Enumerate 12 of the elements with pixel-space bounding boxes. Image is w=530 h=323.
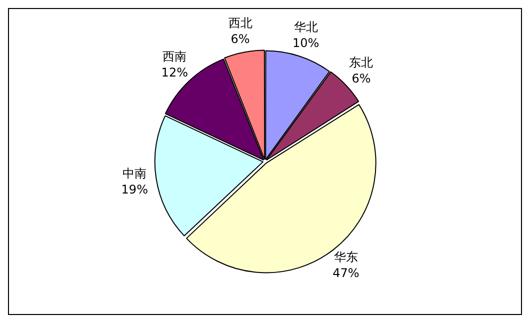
slice-label: 中南 xyxy=(122,166,147,180)
data-label: 19% xyxy=(121,182,148,196)
slice-label: 东北 xyxy=(349,55,374,70)
slice-label: 西北 xyxy=(228,16,252,30)
slice-label: 华北 xyxy=(294,20,318,34)
data-label: 12% xyxy=(161,65,188,80)
data-label: 47% xyxy=(332,266,360,280)
data-label: 6% xyxy=(230,32,250,46)
slice-label: 西南 xyxy=(162,49,187,64)
data-label: 6% xyxy=(352,71,371,86)
data-label: 10% xyxy=(292,36,320,50)
slice-label: 华东 xyxy=(334,250,358,264)
